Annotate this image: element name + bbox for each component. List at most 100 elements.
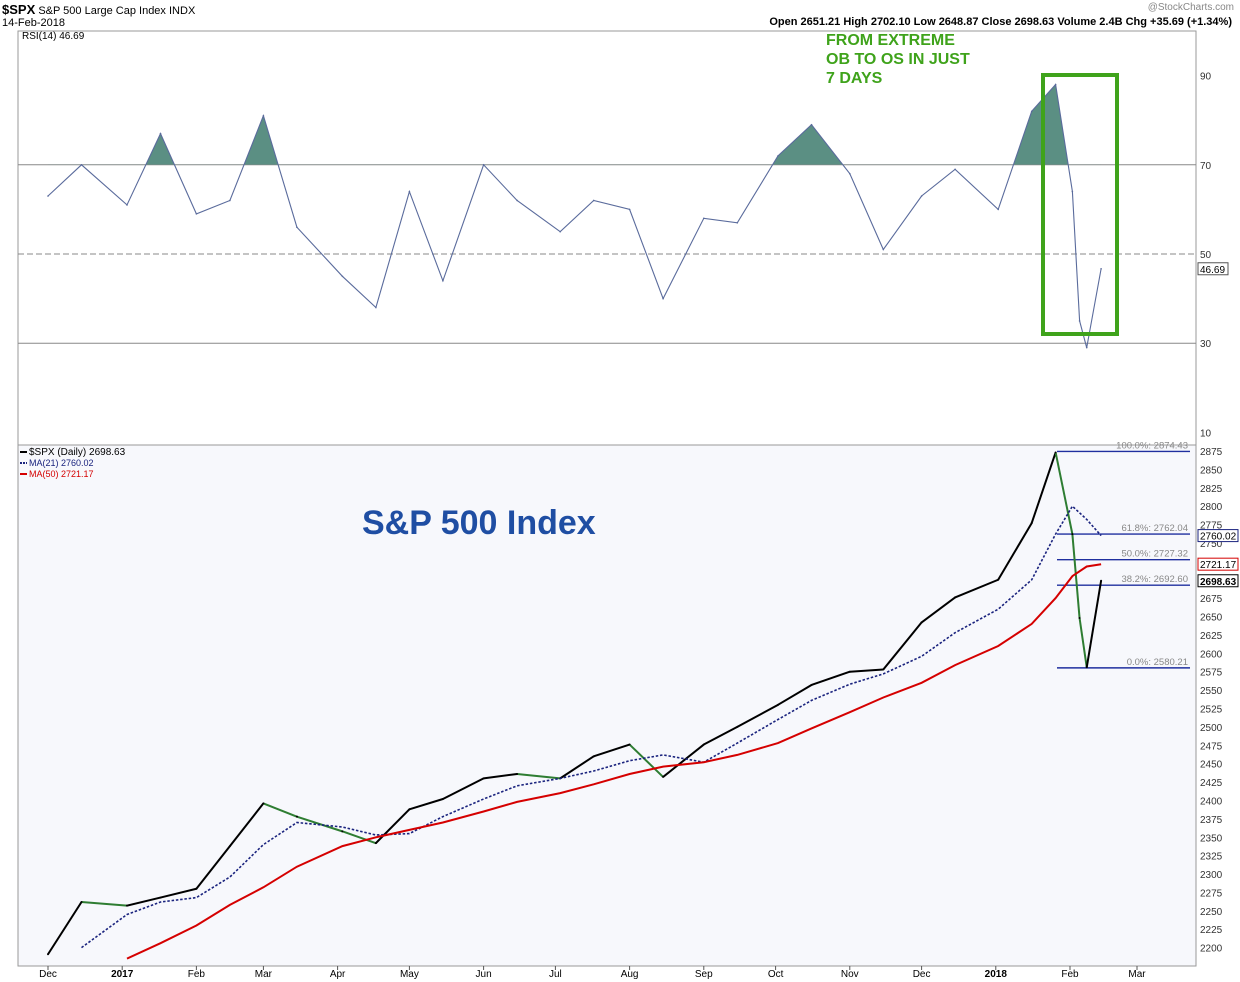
price-point <box>662 775 665 778</box>
x-tick-label: Nov <box>841 969 859 980</box>
price-tick-label: 2650 <box>1200 613 1223 624</box>
price-segment <box>195 845 231 890</box>
rsi-point <box>1100 267 1102 270</box>
price-point <box>47 953 49 956</box>
x-tick-label: Aug <box>621 969 639 980</box>
price-point <box>592 755 595 758</box>
rsi-legend: RSI(14) 46.69 <box>22 31 85 42</box>
price-segment <box>777 684 813 706</box>
price-tick-label: 2225 <box>1200 925 1223 936</box>
annotation-line: FROM EXTREME <box>826 32 955 49</box>
price-point <box>1085 666 1088 669</box>
price-point <box>125 904 128 907</box>
price-segment <box>1054 452 1074 535</box>
rsi-point <box>516 199 518 202</box>
price-segment <box>483 772 518 780</box>
price-segment <box>442 777 485 800</box>
rsi-point <box>628 208 631 211</box>
annotation-line: 7 DAYS <box>826 70 883 87</box>
price-point <box>159 896 162 899</box>
price-last-value-box <box>1197 574 1239 588</box>
price-segment <box>47 901 83 955</box>
price-segment <box>375 808 411 844</box>
rsi-point <box>126 204 128 206</box>
x-tick-label: Feb <box>188 969 206 980</box>
price-point <box>810 683 813 686</box>
price-point <box>1100 579 1103 582</box>
price-tick-label: 2800 <box>1200 502 1223 513</box>
rsi-point <box>997 208 999 211</box>
x-tick-label: Jul <box>549 969 562 980</box>
price-tick-label: 2200 <box>1200 944 1223 955</box>
price-point <box>997 578 1000 581</box>
price-segment <box>81 900 128 907</box>
price-point <box>954 596 957 599</box>
price-point <box>482 777 485 780</box>
x-tick-label: May <box>400 969 419 980</box>
rsi-point <box>1071 190 1074 193</box>
price-point <box>374 842 377 845</box>
price-segment <box>1030 452 1057 524</box>
price-segment <box>593 743 630 758</box>
price-segment <box>954 578 999 599</box>
rsi-point <box>80 164 83 166</box>
ma50-line <box>126 563 1102 960</box>
price-tick-label: 2550 <box>1200 686 1223 697</box>
quote-line: Open 2651.21 High 2702.10 Low 2648.87 Cl… <box>769 16 1232 28</box>
price-tick-label: 2275 <box>1200 888 1223 899</box>
watermark: @StockCharts.com <box>1147 2 1234 13</box>
rsi-point <box>810 123 813 126</box>
price-segment <box>229 802 265 847</box>
rsi-point <box>592 199 595 202</box>
fib-level-label: 61.8%: 2762.04 <box>1121 523 1188 534</box>
price-tick-label: 2375 <box>1200 815 1223 826</box>
rsi-point <box>195 213 198 215</box>
price-segment <box>920 596 956 624</box>
fib-level-label: 0.0%: 2580.21 <box>1127 657 1188 668</box>
price-segment <box>342 830 377 845</box>
annotation-line: OB TO OS IN JUST <box>826 51 970 68</box>
rsi-tick-label: 10 <box>1200 428 1212 439</box>
annotation-text: FROM EXTREME OB TO OS IN JUST 7 DAYS <box>826 31 970 88</box>
rsi-point <box>1085 346 1088 349</box>
rsi-last-value-label: 46.69 <box>1200 265 1225 276</box>
rsi-last-value-box <box>1197 262 1229 276</box>
price-point <box>516 772 519 775</box>
rsi-point <box>47 195 49 197</box>
price-segment <box>1085 580 1103 668</box>
price-point <box>776 703 779 706</box>
price-segment <box>160 887 197 899</box>
fib-level-label: 100.0%: 2874.43 <box>1116 440 1188 451</box>
price-tick-label: 2250 <box>1200 907 1223 918</box>
price-legend-entry: MA(21) 2760.02 <box>29 458 94 468</box>
x-tick-label: Apr <box>330 969 346 980</box>
price-point <box>1078 617 1081 620</box>
price-tick-label: 2750 <box>1200 539 1223 550</box>
price-point <box>702 743 705 746</box>
price-point <box>920 621 923 624</box>
rsi-point <box>1078 320 1081 322</box>
rsi-point <box>702 217 705 220</box>
symbol: $SPX <box>2 2 36 17</box>
rsi-point <box>408 190 411 193</box>
x-tick-label: Jun <box>476 969 492 980</box>
price-tick-label: 2600 <box>1200 649 1223 660</box>
price-segment <box>849 668 884 673</box>
rsi-point <box>482 164 485 166</box>
price-tick-label: 2875 <box>1200 447 1223 458</box>
price-panel <box>17 444 1197 967</box>
price-tick-label: 2500 <box>1200 723 1223 734</box>
price-point <box>1054 451 1057 454</box>
rsi-point <box>262 114 265 117</box>
price-tick-label: 2675 <box>1200 594 1223 605</box>
price-point <box>341 830 344 833</box>
x-tick-label: Sep <box>695 969 713 980</box>
x-tick-label: 2017 <box>111 969 134 980</box>
price-tick-label: 2325 <box>1200 852 1223 863</box>
price-last-value-label: 2721.17 <box>1200 560 1237 571</box>
x-tick-label: Dec <box>913 969 931 980</box>
price-point <box>441 797 444 800</box>
price-point <box>408 808 411 811</box>
x-tick-label: Mar <box>255 969 273 980</box>
price-tick-label: 2425 <box>1200 778 1223 789</box>
